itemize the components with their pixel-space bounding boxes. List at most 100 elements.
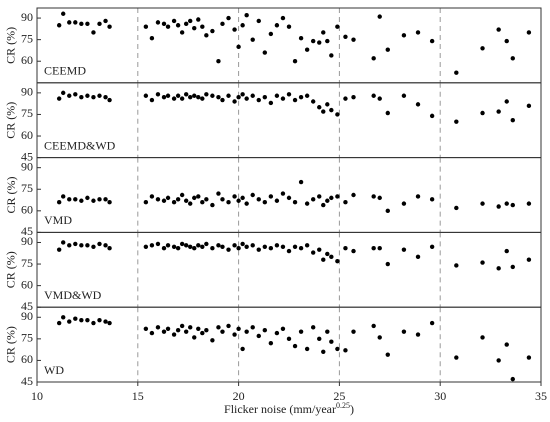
point: [268, 246, 274, 251]
point: [91, 198, 96, 203]
point: [274, 23, 280, 28]
point: [240, 23, 245, 28]
point: [103, 319, 108, 324]
x-tick-label: 20: [233, 389, 245, 403]
point: [220, 197, 225, 202]
point: [192, 246, 197, 251]
point: [179, 241, 185, 247]
point: [171, 96, 177, 101]
point: [107, 199, 112, 205]
point: [310, 325, 316, 330]
point: [103, 243, 108, 248]
point: [298, 179, 304, 185]
point: [256, 97, 261, 103]
point: [226, 199, 231, 205]
y-tick-label: 90: [21, 10, 33, 24]
point: [256, 197, 261, 202]
point: [67, 243, 72, 248]
panel-frame: [36, 7, 542, 84]
point: [200, 96, 205, 101]
point: [286, 92, 292, 97]
point: [377, 14, 382, 19]
point: [325, 251, 330, 257]
point: [149, 36, 155, 41]
point: [304, 243, 310, 248]
point: [510, 56, 515, 61]
panel-label: VMD: [44, 213, 72, 227]
point: [325, 38, 330, 44]
point: [240, 346, 245, 352]
point: [175, 328, 181, 333]
point: [97, 93, 102, 98]
point: [351, 329, 356, 334]
point: [292, 59, 298, 64]
point: [262, 244, 268, 249]
point: [149, 243, 155, 248]
point: [496, 266, 501, 271]
point: [244, 96, 249, 101]
panel-label: CEEMD: [44, 64, 86, 78]
point: [216, 94, 221, 100]
point: [310, 197, 316, 202]
y-axis-label: CR (%): [4, 27, 18, 64]
point: [280, 96, 286, 101]
point: [107, 246, 112, 251]
point: [143, 93, 149, 98]
point: [171, 18, 177, 24]
point: [165, 24, 171, 29]
y-tick-label: 75: [21, 106, 33, 120]
point: [377, 246, 382, 251]
x-axis-label: Flicker noise (mm/year0.25): [224, 401, 354, 416]
point: [292, 343, 298, 349]
point: [85, 243, 90, 248]
point: [274, 243, 280, 248]
point: [196, 194, 201, 199]
point: [204, 328, 209, 333]
point: [317, 105, 322, 110]
point: [79, 317, 84, 323]
point: [262, 94, 268, 100]
point: [343, 246, 348, 251]
point: [429, 38, 435, 44]
point: [171, 244, 177, 249]
point: [56, 199, 62, 205]
point: [401, 33, 407, 38]
point: [149, 194, 155, 199]
point: [510, 376, 515, 382]
y-tick-label: 60: [21, 53, 33, 67]
point: [240, 195, 245, 201]
y-tick-label: 60: [21, 203, 33, 217]
point: [298, 36, 304, 41]
point: [192, 195, 197, 201]
x-axis-label-part: ): [350, 402, 354, 416]
point: [415, 30, 421, 35]
point: [175, 246, 181, 251]
point: [232, 194, 237, 199]
point: [61, 194, 66, 199]
point: [454, 263, 459, 268]
point: [335, 194, 340, 199]
point: [143, 24, 149, 29]
point: [510, 118, 515, 123]
y-axis-label: CR (%): [4, 102, 18, 139]
point: [183, 21, 189, 27]
point: [161, 329, 167, 334]
point: [317, 40, 322, 45]
point: [304, 93, 310, 98]
point: [401, 201, 407, 206]
x-tick-label: 15: [132, 389, 144, 403]
point: [298, 329, 304, 334]
point: [343, 96, 348, 101]
point: [343, 34, 348, 39]
point: [179, 323, 185, 329]
point: [200, 24, 205, 29]
point: [325, 329, 330, 334]
point: [371, 323, 376, 329]
point: [385, 208, 390, 214]
point: [250, 37, 255, 42]
point: [204, 92, 209, 97]
point: [526, 103, 532, 109]
point: [236, 94, 241, 100]
point: [61, 90, 66, 96]
point: [67, 319, 72, 324]
